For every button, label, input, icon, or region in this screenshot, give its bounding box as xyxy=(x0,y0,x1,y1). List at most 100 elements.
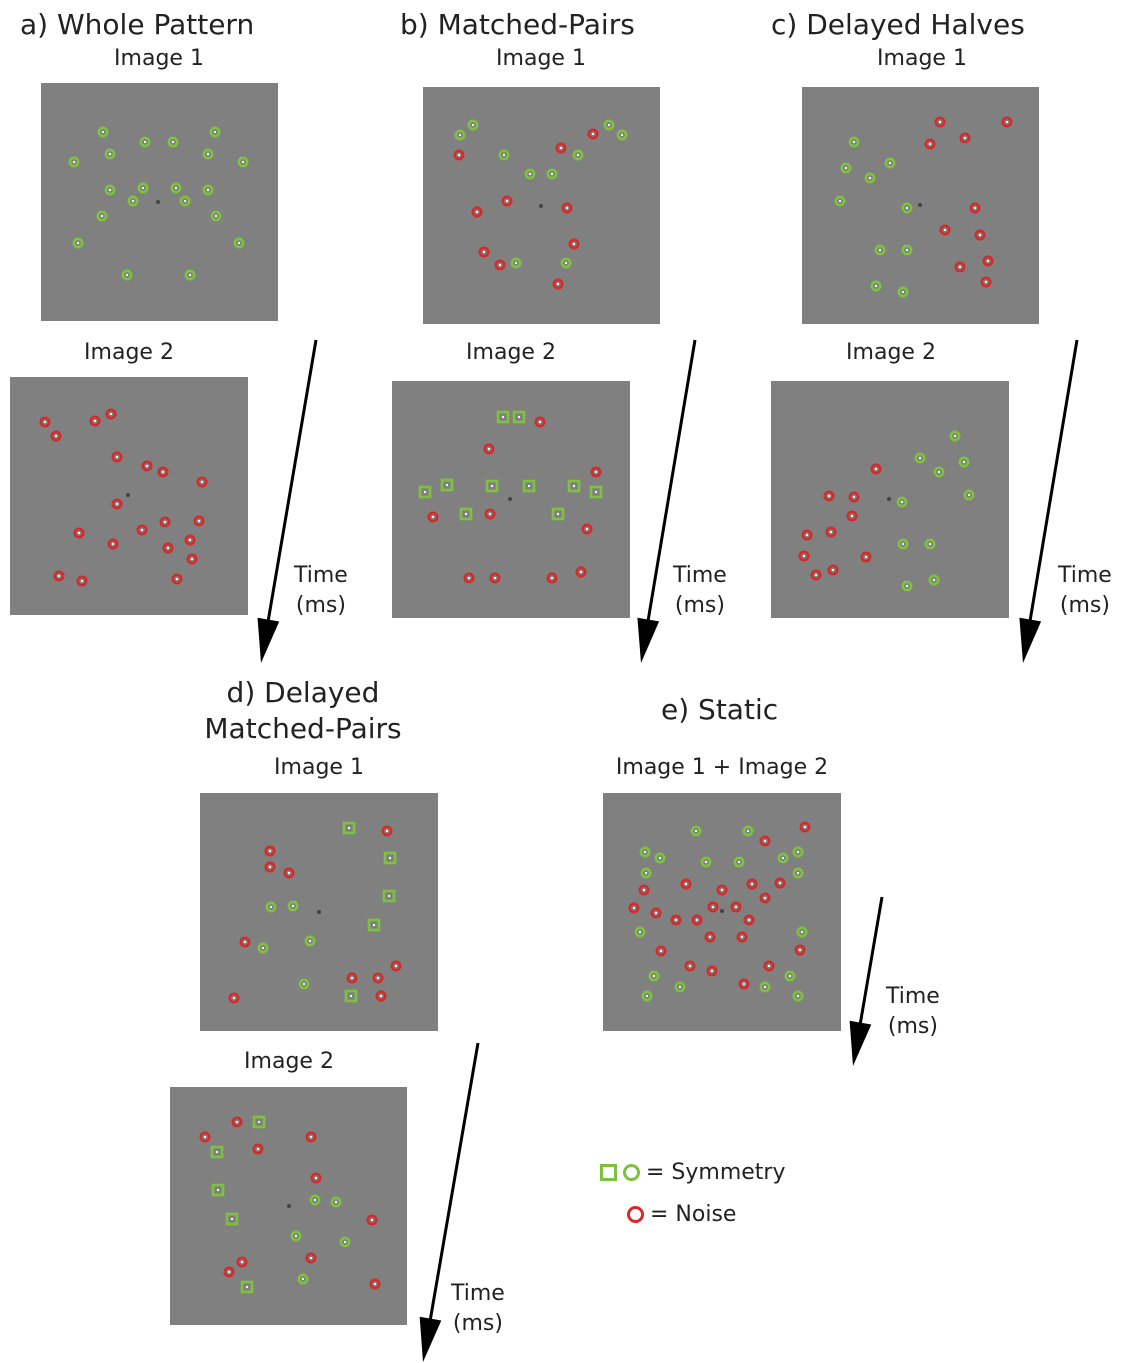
panel-d-title: d) Delayed Matched-Pairs xyxy=(204,675,401,747)
noise-dot xyxy=(581,523,593,535)
symmetry-dot xyxy=(690,825,702,837)
symmetry-dot xyxy=(330,1196,342,1208)
noise-dot xyxy=(691,914,703,926)
panel-c-time-arrow xyxy=(1019,339,1079,663)
symmetry-square xyxy=(344,989,358,1003)
noise-dot xyxy=(587,128,599,140)
noise-dot xyxy=(73,527,85,539)
symmetry-dot xyxy=(777,852,789,864)
noise-dot xyxy=(346,972,358,984)
panel-d-title-line1: d) Delayed xyxy=(226,676,380,709)
symmetry-square xyxy=(211,1183,225,1197)
symmetry-dot xyxy=(454,129,466,141)
symmetry-square xyxy=(512,410,526,424)
noise-dot xyxy=(774,877,786,889)
symmetry-dot xyxy=(870,280,882,292)
panel-e-title: e) Static xyxy=(661,693,779,726)
symmetry-dot xyxy=(603,119,615,131)
symmetry-dot xyxy=(546,168,558,180)
noise-dot xyxy=(264,845,276,857)
noise-dot xyxy=(236,1256,248,1268)
noise-dot xyxy=(107,538,119,550)
noise-dot xyxy=(716,884,728,896)
panel-c-time-label: Time (ms) xyxy=(1058,563,1112,618)
symmetry-dot xyxy=(233,237,245,249)
noise-dot xyxy=(105,408,117,420)
symmetry-square xyxy=(440,478,454,492)
noise-dot xyxy=(186,553,198,565)
panel-c-title: c) Delayed Halves xyxy=(771,8,1025,41)
panel-a-time-label: Time (ms) xyxy=(294,563,348,618)
symmetry-dot xyxy=(287,900,299,912)
noise-dot xyxy=(969,202,981,214)
noise-dot xyxy=(501,195,513,207)
fixation-dot xyxy=(720,909,724,913)
noise-dot xyxy=(980,276,992,288)
noise-dot xyxy=(798,550,810,562)
symmetry-square xyxy=(589,485,603,499)
symmetry-dot xyxy=(524,168,536,180)
noise-dot xyxy=(141,460,153,472)
panel-d-image2-label: Image 2 xyxy=(244,1049,334,1074)
noise-dot xyxy=(76,575,88,587)
symmetry-dot xyxy=(237,156,249,168)
fixation-dot xyxy=(156,200,160,204)
symmetry-square xyxy=(252,1115,266,1129)
symmetry-dot xyxy=(654,852,666,864)
noise-dot xyxy=(494,259,506,271)
symmetry-dot xyxy=(572,149,584,161)
noise-dot xyxy=(305,1252,317,1264)
noise-dot xyxy=(369,1278,381,1290)
symmetry-dot xyxy=(759,981,771,993)
symmetry-dot xyxy=(949,430,961,442)
fixation-dot xyxy=(539,204,543,208)
symmetry-dot xyxy=(901,244,913,256)
noise-dot xyxy=(483,443,495,455)
symmetry-dot xyxy=(309,1194,321,1206)
panel-c-image2-label: Image 2 xyxy=(846,340,936,365)
panel-b-title: b) Matched-Pairs xyxy=(400,8,635,41)
noise-dot xyxy=(552,278,564,290)
noise-dot xyxy=(53,570,65,582)
symmetry-dot xyxy=(170,182,182,194)
legend-noise-label: = Noise xyxy=(650,1202,737,1227)
symmetry-square xyxy=(382,889,396,903)
noise-dot xyxy=(561,202,573,214)
noise-dot xyxy=(390,960,402,972)
noise-dot xyxy=(650,907,662,919)
symmetry-dot xyxy=(792,867,804,879)
noise-dot xyxy=(193,515,205,527)
symmetry-dot xyxy=(792,990,804,1002)
noise-dot xyxy=(252,1143,264,1155)
symmetry-dot xyxy=(933,466,945,478)
symmetry-square xyxy=(496,410,510,424)
noise-dot xyxy=(372,972,384,984)
symmetry-dot xyxy=(137,182,149,194)
noise-dot xyxy=(707,901,719,913)
noise-dot xyxy=(638,884,650,896)
noise-dot xyxy=(823,490,835,502)
panel-c-image1-label: Image 1 xyxy=(877,46,967,71)
fixation-dot xyxy=(126,493,130,497)
symmetry-dot xyxy=(616,129,628,141)
noise-dot xyxy=(746,878,758,890)
noise-dot xyxy=(743,914,755,926)
noise-dot xyxy=(794,944,806,956)
noise-dot xyxy=(171,573,183,585)
noise-dot xyxy=(848,491,860,503)
noise-dot xyxy=(471,206,483,218)
symmetry-dot xyxy=(498,149,510,161)
noise-dot xyxy=(628,902,640,914)
noise-dot xyxy=(283,867,295,879)
symmetry-dot xyxy=(792,846,804,858)
symmetry-dot xyxy=(896,496,908,508)
symmetry-square xyxy=(210,1145,224,1159)
panel-a-image2-label: Image 2 xyxy=(84,340,174,365)
symmetry-dot xyxy=(901,202,913,214)
symmetry-dot xyxy=(139,136,151,148)
noise-dot xyxy=(196,476,208,488)
symmetry-dot xyxy=(68,156,80,168)
noise-dot xyxy=(974,229,986,241)
noise-dot xyxy=(310,1172,322,1184)
